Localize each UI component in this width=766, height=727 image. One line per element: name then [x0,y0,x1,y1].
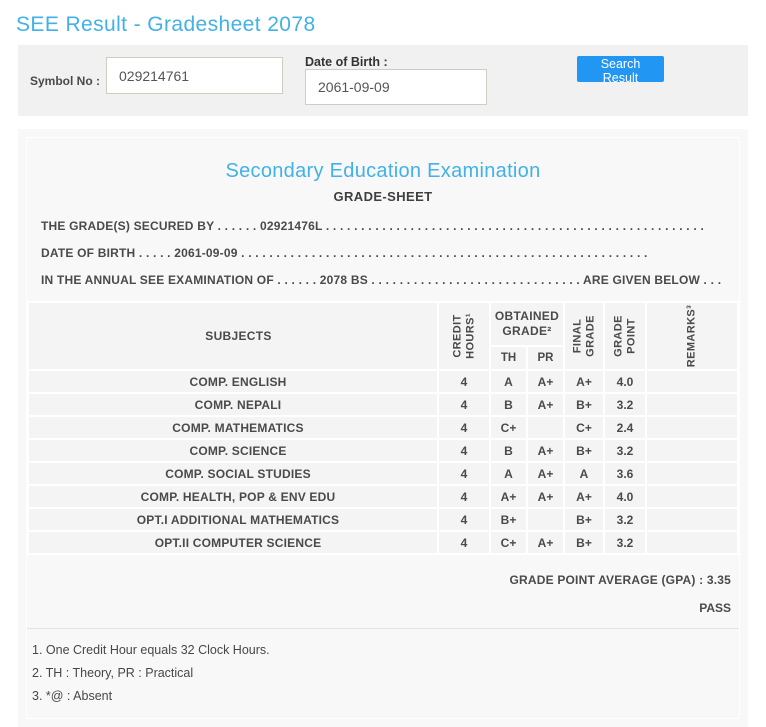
subjects-header: SUBJECTS [27,301,439,371]
grade-point-cell: 3.2 [603,530,647,555]
remarks-cell [645,392,739,417]
credit-cell: 4 [437,461,491,486]
final-grade-cell: B+ [563,507,605,532]
obtained-grade-header: OBTAINED GRADE² [489,301,565,347]
subject-cell: COMP. NEPALI [27,392,439,417]
date-of-birth-input[interactable] [305,69,487,105]
search-result-button[interactable]: Search Result [577,56,664,85]
page-title: SEE Result - Gradesheet 2078 [16,13,316,36]
pr-subheader: PR [526,345,565,371]
remarks-header-label: REMARKS³ [685,304,698,368]
pr-grade-cell: A+ [526,530,565,555]
remarks-cell [645,530,739,555]
table-row: COMP. SOCIAL STUDIES 4 A A+ A 3.6 [27,461,739,486]
table-row: COMP. ENGLISH 4 A A+ A+ 4.0 [27,369,739,394]
credit-cell: 4 [437,530,491,555]
credit-cell: 4 [437,438,491,463]
final-grade-header-label: FINAL GRADE [571,315,596,357]
gradesheet: Secondary Education Examination GRADE-SH… [26,137,740,719]
table-row: COMP. HEALTH, POP & ENV EDU 4 A+ A+ A+ 4… [27,484,739,509]
grade-point-header-label: GRADE POINT [612,315,637,357]
final-grade-cell: A [563,461,605,486]
gradesheet-subheading: GRADE-SHEET [333,189,433,204]
table-row: COMP. MATHEMATICS 4 C+ C+ 2.4 [27,415,739,440]
credit-cell: 4 [437,392,491,417]
final-grade-cell: A+ [563,369,605,394]
examination-line: IN THE ANNUAL SEE EXAMINATION OF . . . .… [41,273,722,287]
footnotes: 1. One Credit Hour equals 32 Clock Hours… [27,628,739,718]
symbol-no-label: Symbol No : [30,74,101,88]
subject-cell: OPT.II COMPUTER SCIENCE [27,530,439,555]
exam-heading: Secondary Education Examination [225,160,541,182]
pr-grade-cell: A+ [526,392,565,417]
subject-cell: COMP. ENGLISH [27,369,439,394]
final-grade-cell: B+ [563,392,605,417]
credit-hours-header-label: CREDIT HOURS¹ [451,313,476,359]
intro-lines: THE GRADE(S) SECURED BY . . . . . . 0292… [27,204,739,287]
table-row: COMP. SCIENCE 4 B A+ B+ 3.2 [27,438,739,463]
result-status: PASS [699,601,731,615]
date-of-birth-line: DATE OF BIRTH . . . . . 2061-09-09 . . .… [41,246,648,260]
pr-grade-cell: A+ [526,484,565,509]
pr-grade-cell [526,507,565,532]
footnote: 1. One Credit Hour equals 32 Clock Hours… [32,643,270,657]
grade-point-header: GRADE POINT [603,301,647,371]
subject-cell: OPT.I ADDITIONAL MATHEMATICS [27,507,439,532]
credit-cell: 4 [437,507,491,532]
final-grade-header: FINAL GRADE [563,301,605,371]
remarks-cell [645,507,739,532]
th-grade-cell: A [489,369,528,394]
grade-point-cell: 2.4 [603,415,647,440]
pr-grade-cell: A+ [526,438,565,463]
search-form: Symbol No : Date of Birth : Search Resul… [18,45,748,116]
th-grade-cell: B+ [489,507,528,532]
table-row: OPT.II COMPUTER SCIENCE 4 C+ A+ B+ 3.2 [27,530,739,555]
remarks-cell [645,484,739,509]
grade-point-cell: 4.0 [603,484,647,509]
th-grade-cell: B [489,392,528,417]
gradesheet-panel: Secondary Education Examination GRADE-SH… [18,129,748,727]
remarks-cell [645,461,739,486]
symbol-no-input[interactable] [106,57,283,94]
footnote: 2. TH : Theory, PR : Practical [32,666,194,680]
secured-by-line: THE GRADE(S) SECURED BY . . . . . . 0292… [41,219,704,233]
remarks-cell [645,438,739,463]
credit-cell: 4 [437,369,491,394]
credit-hours-header: CREDIT HOURS¹ [437,301,491,371]
final-grade-cell: B+ [563,438,605,463]
credit-cell: 4 [437,415,491,440]
table-row: OPT.I ADDITIONAL MATHEMATICS 4 B+ B+ 3.2 [27,507,739,532]
th-grade-cell: C+ [489,415,528,440]
grade-point-cell: 3.2 [603,392,647,417]
footnote: 3. *@ : Absent [32,689,113,703]
date-of-birth-label: Date of Birth : [305,55,388,69]
table-row: COMP. NEPALI 4 B A+ B+ 3.2 [27,392,739,417]
th-grade-cell: C+ [489,530,528,555]
subject-cell: COMP. SOCIAL STUDIES [27,461,439,486]
th-grade-cell: A [489,461,528,486]
grade-point-cell: 3.2 [603,438,647,463]
final-grade-cell: C+ [563,415,605,440]
remarks-cell [645,369,739,394]
final-grade-cell: A+ [563,484,605,509]
grade-point-cell: 3.6 [603,461,647,486]
subject-cell: COMP. MATHEMATICS [27,415,439,440]
final-grade-cell: B+ [563,530,605,555]
subject-cell: COMP. SCIENCE [27,438,439,463]
th-grade-cell: A+ [489,484,528,509]
subject-cell: COMP. HEALTH, POP & ENV EDU [27,484,439,509]
pr-grade-cell [526,415,565,440]
grade-point-cell: 4.0 [603,369,647,394]
pr-grade-cell: A+ [526,461,565,486]
th-grade-cell: B [489,438,528,463]
grade-point-cell: 3.2 [603,507,647,532]
grades-table: SUBJECTS CREDIT HOURS¹ OBTAINED GRADE² F… [27,301,739,555]
th-subheader: TH [489,345,528,371]
gpa-summary: GRADE POINT AVERAGE (GPA) : 3.35 [509,573,731,587]
remarks-header: REMARKS³ [645,301,739,371]
pr-grade-cell: A+ [526,369,565,394]
credit-cell: 4 [437,484,491,509]
remarks-cell [645,415,739,440]
